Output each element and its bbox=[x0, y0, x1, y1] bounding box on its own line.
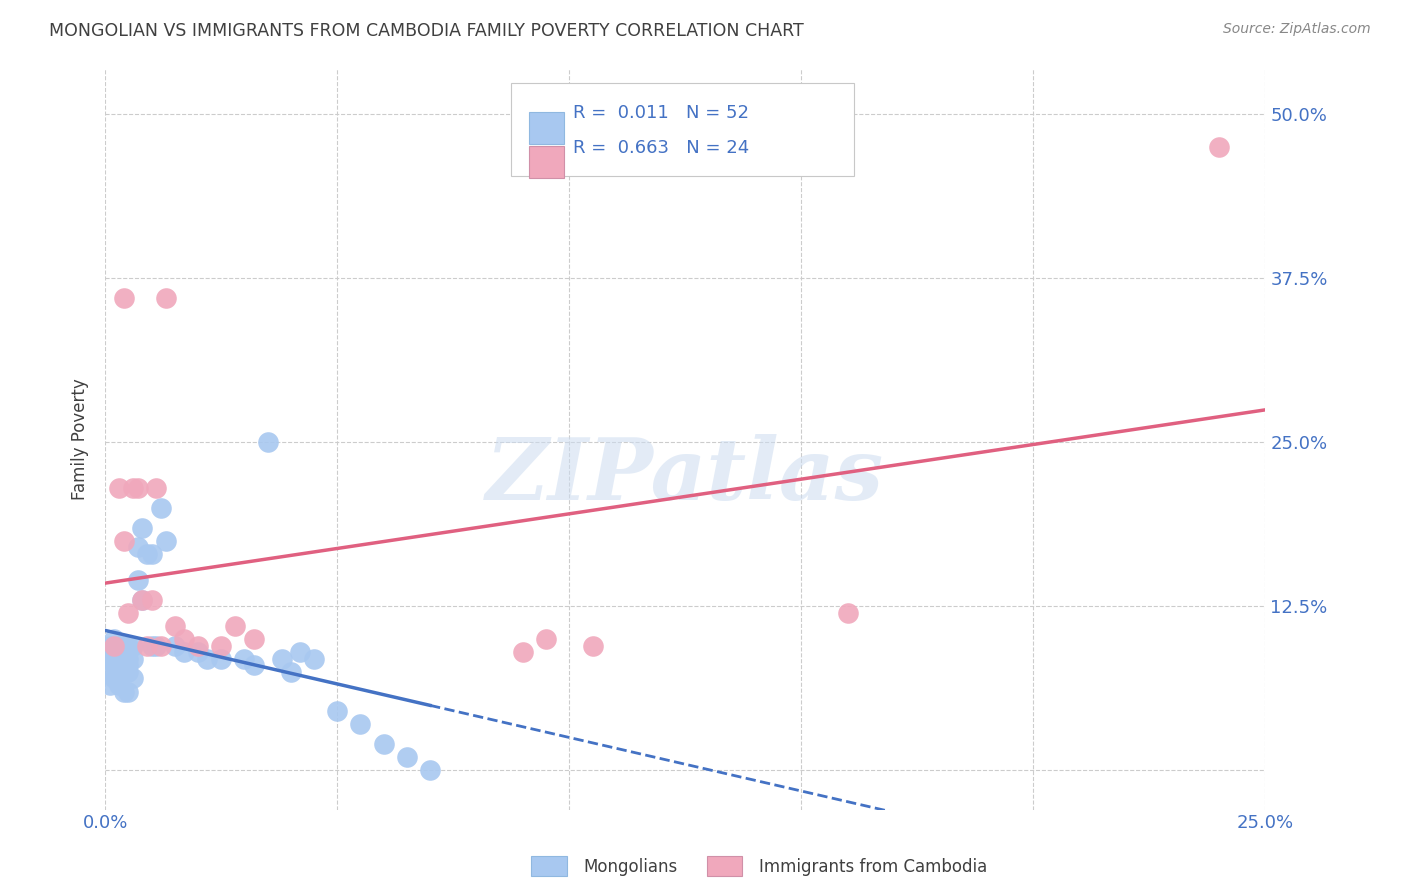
Point bbox=[173, 632, 195, 646]
Point bbox=[127, 540, 149, 554]
Point bbox=[837, 606, 859, 620]
Y-axis label: Family Poverty: Family Poverty bbox=[72, 378, 89, 500]
Point bbox=[112, 639, 135, 653]
Point bbox=[131, 592, 153, 607]
Point bbox=[209, 651, 232, 665]
Point bbox=[98, 639, 121, 653]
Bar bbox=[529, 112, 564, 144]
Text: R =  0.663   N = 24: R = 0.663 N = 24 bbox=[572, 139, 749, 157]
Point bbox=[141, 639, 163, 653]
Point bbox=[103, 632, 125, 646]
Bar bbox=[529, 146, 564, 178]
Point bbox=[136, 639, 159, 653]
Point bbox=[242, 632, 264, 646]
Point bbox=[145, 481, 167, 495]
Point bbox=[131, 592, 153, 607]
Point bbox=[373, 737, 395, 751]
Point bbox=[122, 651, 145, 665]
Point bbox=[127, 481, 149, 495]
Point bbox=[98, 651, 121, 665]
Point bbox=[98, 678, 121, 692]
Point bbox=[419, 763, 441, 777]
Point bbox=[288, 645, 311, 659]
Point bbox=[103, 658, 125, 673]
Point bbox=[270, 651, 292, 665]
Text: ZIPatlas: ZIPatlas bbox=[486, 434, 884, 518]
Point bbox=[149, 639, 172, 653]
Point bbox=[108, 651, 131, 665]
Point bbox=[187, 645, 209, 659]
Point bbox=[122, 481, 145, 495]
Point bbox=[1208, 140, 1230, 154]
Point bbox=[187, 639, 209, 653]
Text: Immigrants from Cambodia: Immigrants from Cambodia bbox=[759, 858, 987, 876]
Point bbox=[280, 665, 302, 679]
Point bbox=[103, 639, 125, 653]
Point bbox=[242, 658, 264, 673]
Point bbox=[103, 672, 125, 686]
Point bbox=[117, 639, 139, 653]
Text: Source: ZipAtlas.com: Source: ZipAtlas.com bbox=[1223, 22, 1371, 37]
Point bbox=[145, 639, 167, 653]
Point bbox=[209, 639, 232, 653]
Text: R =  0.011   N = 52: R = 0.011 N = 52 bbox=[572, 103, 749, 121]
Point bbox=[256, 435, 278, 450]
Point bbox=[108, 639, 131, 653]
Point bbox=[108, 678, 131, 692]
Point bbox=[149, 500, 172, 515]
Point bbox=[581, 639, 603, 653]
Point bbox=[141, 592, 163, 607]
Point bbox=[117, 651, 139, 665]
Point bbox=[395, 750, 418, 764]
Point bbox=[103, 651, 125, 665]
Point bbox=[233, 651, 256, 665]
Point bbox=[122, 672, 145, 686]
Point bbox=[302, 651, 325, 665]
FancyBboxPatch shape bbox=[512, 83, 853, 176]
Point bbox=[108, 665, 131, 679]
Point bbox=[534, 632, 557, 646]
Point bbox=[117, 684, 139, 698]
Point bbox=[103, 645, 125, 659]
Point bbox=[117, 658, 139, 673]
Point bbox=[117, 665, 139, 679]
Point bbox=[155, 291, 177, 305]
Point bbox=[112, 665, 135, 679]
Point bbox=[155, 533, 177, 548]
Text: Mongolians: Mongolians bbox=[583, 858, 678, 876]
Point bbox=[98, 665, 121, 679]
Point bbox=[112, 291, 135, 305]
Point bbox=[136, 547, 159, 561]
Point bbox=[173, 645, 195, 659]
Point bbox=[127, 573, 149, 587]
Point bbox=[141, 547, 163, 561]
Point bbox=[224, 619, 246, 633]
Point bbox=[112, 533, 135, 548]
Point bbox=[349, 717, 371, 731]
Point bbox=[195, 651, 218, 665]
Point bbox=[108, 481, 131, 495]
Point bbox=[163, 639, 186, 653]
Point bbox=[512, 645, 534, 659]
Point bbox=[131, 520, 153, 534]
Point bbox=[112, 684, 135, 698]
Text: MONGOLIAN VS IMMIGRANTS FROM CAMBODIA FAMILY POVERTY CORRELATION CHART: MONGOLIAN VS IMMIGRANTS FROM CAMBODIA FA… bbox=[49, 22, 804, 40]
Point bbox=[163, 619, 186, 633]
Point bbox=[326, 704, 349, 718]
Point bbox=[122, 639, 145, 653]
Point bbox=[117, 606, 139, 620]
Point bbox=[112, 651, 135, 665]
